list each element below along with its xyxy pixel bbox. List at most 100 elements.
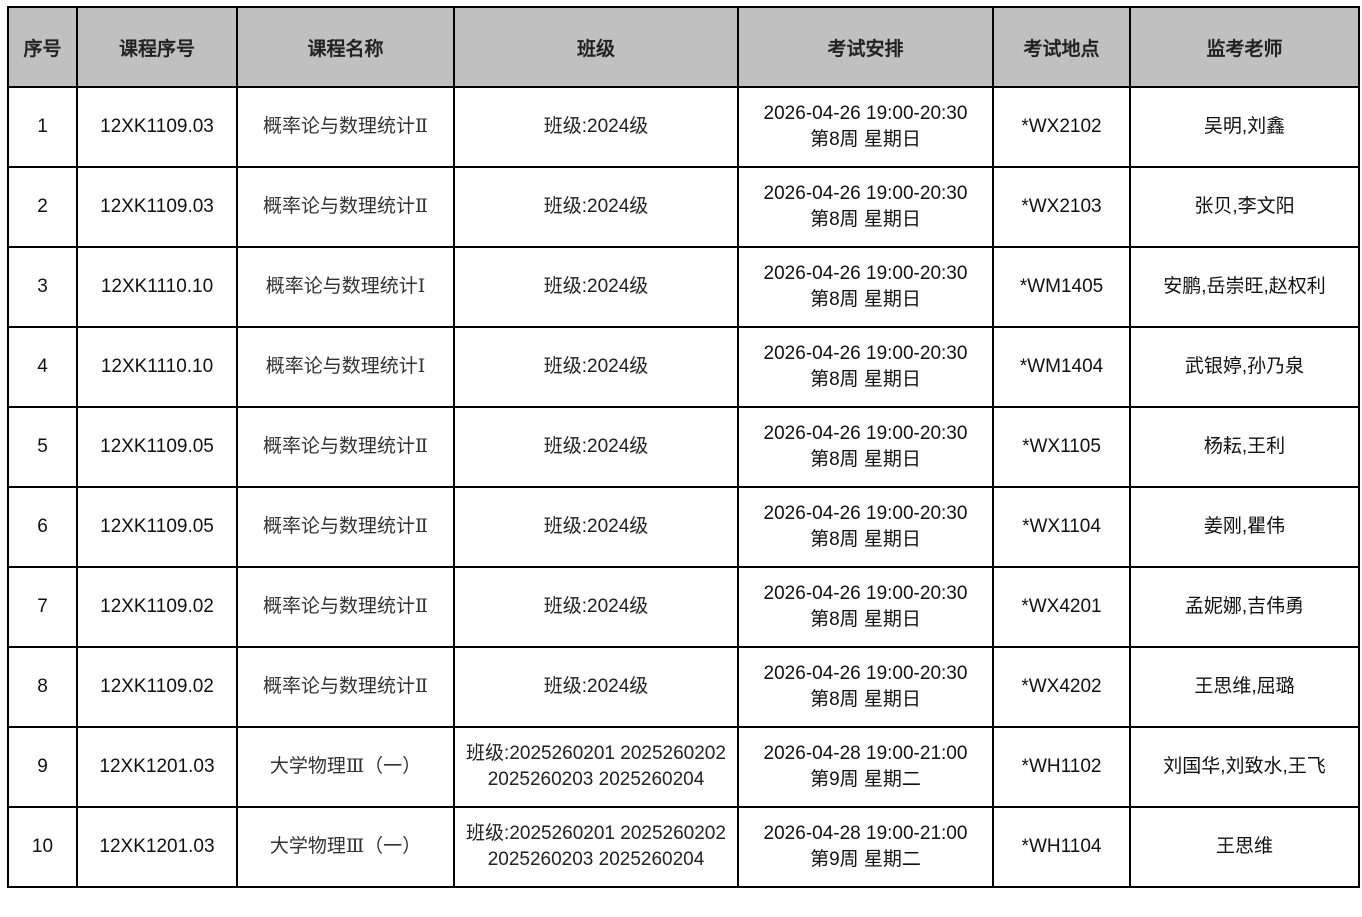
exam-time: 2026-04-26 19:00-20:30 第8周 星期日	[737, 326, 994, 408]
exam-schedule-table: 序号 课程序号 课程名称 班级 考试安排 考试地点 监考老师 1 12XK1109.03 概率论…	[7, 6, 1360, 888]
row-number: 5	[7, 406, 78, 488]
exam-room: *WX1104	[992, 486, 1131, 568]
table-row: 8 12XK1109.02 概率论与数理统计Ⅱ 班级:2024级 2026-04-26 …	[7, 646, 1360, 728]
course-code: 12XK1109.05	[76, 486, 238, 568]
course-name: 概率论与数理统计Ⅱ	[236, 566, 455, 648]
exam-week: 第8周 星期日	[810, 449, 921, 470]
table-row: 4 12XK1110.10 概率论与数理统计Ⅰ 班级:2024级 2026-04-26 …	[7, 326, 1360, 408]
exam-time: 2026-04-28 19:00-21:00 第9周 星期二	[737, 726, 994, 808]
class-info: 班级:2025260201 2025260202 2025260203 2025…	[453, 726, 739, 808]
exam-time: 2026-04-28 19:00-21:00 第9周 星期二	[737, 806, 994, 888]
table-row: 10 12XK1201.03 大学物理Ⅲ（一） 班级:2025260201 20252…	[7, 806, 1360, 888]
course-name: 概率论与数理统计Ⅱ	[236, 406, 455, 488]
course-name: 概率论与数理统计Ⅱ	[236, 646, 455, 728]
class-info: 班级:2024级	[453, 166, 739, 248]
course-name: 概率论与数理统计Ⅱ	[236, 86, 455, 168]
exam-week: 第8周 星期日	[810, 689, 921, 710]
exam-date: 2026-04-26 19:00-20:30	[763, 343, 968, 364]
header-col-proctors: 监考老师	[1129, 6, 1360, 88]
exam-time: 2026-04-26 19:00-20:30 第8周 星期日	[737, 166, 994, 248]
exam-week: 第8周 星期日	[810, 289, 921, 310]
header-col-exam-room: 考试地点	[992, 6, 1131, 88]
proctors: 王思维,屈璐	[1129, 646, 1360, 728]
proctors: 杨耘,王利	[1129, 406, 1360, 488]
exam-room: *WX1105	[992, 406, 1131, 488]
row-number: 2	[7, 166, 78, 248]
exam-week: 第8周 星期日	[810, 209, 921, 230]
header-row: 序号 课程序号 课程名称 班级 考试安排 考试地点 监考老师	[7, 6, 1360, 88]
row-number: 4	[7, 326, 78, 408]
table-row: 7 12XK1109.02 概率论与数理统计Ⅱ 班级:2024级 2026-04-26 …	[7, 566, 1360, 648]
class-info: 班级:2024级	[453, 646, 739, 728]
exam-time: 2026-04-26 19:00-20:30 第8周 星期日	[737, 486, 994, 568]
table-row: 6 12XK1109.05 概率论与数理统计Ⅱ 班级:2024级 2026-04-26 …	[7, 486, 1360, 568]
course-code: 12XK1110.10	[76, 326, 238, 408]
proctors: 王思维	[1129, 806, 1360, 888]
exam-room: *WX4201	[992, 566, 1131, 648]
header-col-no: 序号	[7, 6, 78, 88]
row-number: 7	[7, 566, 78, 648]
course-name: 概率论与数理统计Ⅰ	[236, 246, 455, 328]
header-col-course-code: 课程序号	[76, 6, 238, 88]
exam-room: *WH1104	[992, 806, 1131, 888]
header-col-exam-time: 考试安排	[737, 6, 994, 88]
exam-room: *WH1102	[992, 726, 1131, 808]
exam-room: *WX2103	[992, 166, 1131, 248]
course-code: 12XK1201.03	[76, 806, 238, 888]
course-name: 概率论与数理统计Ⅰ	[236, 326, 455, 408]
class-info: 班级:2024级	[453, 246, 739, 328]
row-number: 8	[7, 646, 78, 728]
header-col-course-name: 课程名称	[236, 6, 455, 88]
class-info: 班级:2024级	[453, 86, 739, 168]
course-code: 12XK1109.02	[76, 646, 238, 728]
exam-room: *WX2102	[992, 86, 1131, 168]
proctors: 武银婷,孙乃泉	[1129, 326, 1360, 408]
course-code: 12XK1109.05	[76, 406, 238, 488]
class-info: 班级:2024级	[453, 486, 739, 568]
exam-time: 2026-04-26 19:00-20:30 第8周 星期日	[737, 646, 994, 728]
exam-room: *WM1404	[992, 326, 1131, 408]
course-name: 大学物理Ⅲ（一）	[236, 726, 455, 808]
course-code: 12XK1201.03	[76, 726, 238, 808]
class-info: 班级:2025260201 2025260202 2025260203 2025…	[453, 806, 739, 888]
table-row: 9 12XK1201.03 大学物理Ⅲ（一） 班级:2025260201 202526…	[7, 726, 1360, 808]
exam-time: 2026-04-26 19:00-20:30 第8周 星期日	[737, 406, 994, 488]
exam-date: 2026-04-26 19:00-20:30	[763, 183, 968, 204]
exam-date: 2026-04-26 19:00-20:30	[763, 103, 968, 124]
exam-date: 2026-04-28 19:00-21:00	[763, 823, 968, 844]
row-number: 1	[7, 86, 78, 168]
exam-week: 第9周 星期二	[810, 849, 921, 870]
exam-room: *WX4202	[992, 646, 1131, 728]
exam-date: 2026-04-26 19:00-20:30	[763, 263, 968, 284]
exam-date: 2026-04-26 19:00-20:30	[763, 503, 968, 524]
exam-week: 第8周 星期日	[810, 129, 921, 150]
exam-time: 2026-04-26 19:00-20:30 第8周 星期日	[737, 86, 994, 168]
row-number: 9	[7, 726, 78, 808]
table-row: 3 12XK1110.10 概率论与数理统计Ⅰ 班级:2024级 2026-04-26 …	[7, 246, 1360, 328]
proctors: 安鹏,岳崇旺,赵权利	[1129, 246, 1360, 328]
class-info: 班级:2024级	[453, 406, 739, 488]
proctors: 吴明,刘鑫	[1129, 86, 1360, 168]
course-name: 概率论与数理统计Ⅱ	[236, 166, 455, 248]
proctors: 姜刚,瞿伟	[1129, 486, 1360, 568]
exam-week: 第9周 星期二	[810, 769, 921, 790]
exam-date: 2026-04-26 19:00-20:30	[763, 583, 968, 604]
course-code: 12XK1109.03	[76, 166, 238, 248]
table-row: 1 12XK1109.03 概率论与数理统计Ⅱ 班级:2024级 2026-04-26 …	[7, 86, 1360, 168]
class-info: 班级:2024级	[453, 326, 739, 408]
course-name: 概率论与数理统计Ⅱ	[236, 486, 455, 568]
row-number: 6	[7, 486, 78, 568]
row-number: 10	[7, 806, 78, 888]
exam-room: *WM1405	[992, 246, 1131, 328]
proctors: 孟妮娜,吉伟勇	[1129, 566, 1360, 648]
exam-time: 2026-04-26 19:00-20:30 第8周 星期日	[737, 566, 994, 648]
exam-week: 第8周 星期日	[810, 369, 921, 390]
exam-week: 第8周 星期日	[810, 529, 921, 550]
course-code: 12XK1109.03	[76, 86, 238, 168]
exam-date: 2026-04-28 19:00-21:00	[763, 743, 968, 764]
proctors: 刘国华,刘致水,王飞	[1129, 726, 1360, 808]
course-code: 12XK1109.02	[76, 566, 238, 648]
course-name: 大学物理Ⅲ（一）	[236, 806, 455, 888]
header-col-class: 班级	[453, 6, 739, 88]
table-row: 2 12XK1109.03 概率论与数理统计Ⅱ 班级:2024级 2026-04-26 …	[7, 166, 1360, 248]
